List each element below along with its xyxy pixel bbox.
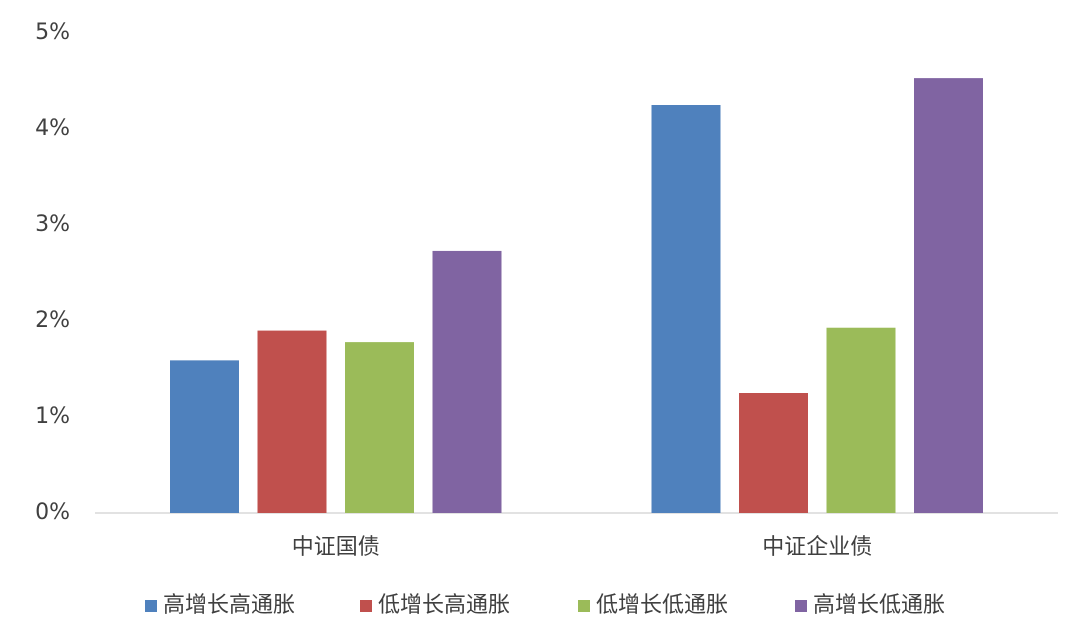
bar bbox=[826, 327, 896, 513]
legend-swatch bbox=[795, 600, 807, 612]
bar bbox=[170, 360, 239, 513]
y-tick-label: 4% bbox=[35, 116, 70, 141]
legend-label: 低增长低通胀 bbox=[596, 593, 728, 618]
y-tick-label: 3% bbox=[35, 212, 70, 237]
y-tick-label: 2% bbox=[35, 308, 70, 333]
legend-label: 高增长低通胀 bbox=[813, 593, 945, 618]
y-tick-label: 5% bbox=[35, 20, 70, 45]
bar bbox=[345, 342, 414, 513]
legend-label: 低增长高通胀 bbox=[378, 593, 510, 618]
y-tick-label: 0% bbox=[35, 500, 70, 525]
legend-swatch bbox=[578, 600, 590, 612]
bar bbox=[432, 250, 502, 514]
x-tick-label: 中证企业债 bbox=[762, 535, 872, 560]
y-tick-label: 1% bbox=[35, 404, 70, 429]
bar bbox=[257, 330, 327, 513]
x-tick-label: 中证国债 bbox=[292, 535, 380, 560]
bar bbox=[739, 393, 808, 513]
bar bbox=[651, 105, 721, 513]
legend-swatch bbox=[145, 600, 157, 612]
legend-swatch bbox=[360, 600, 372, 612]
legend-label: 高增长高通胀 bbox=[163, 593, 295, 618]
bar bbox=[914, 78, 983, 514]
